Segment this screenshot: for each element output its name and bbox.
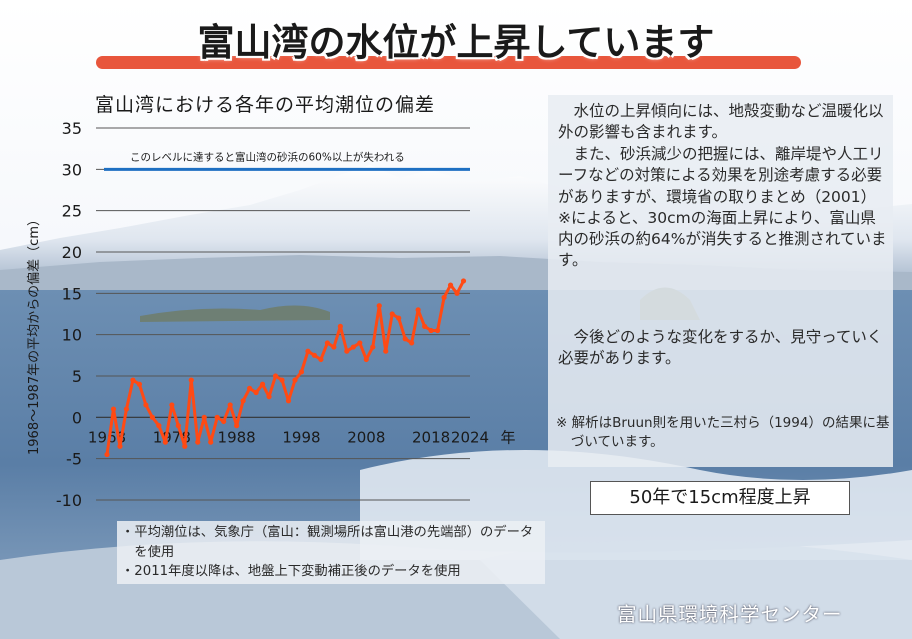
explanation-panel [548, 95, 893, 467]
data-point [221, 418, 227, 425]
data-point [143, 402, 149, 408]
data-point [253, 389, 259, 396]
title-underline-bar [96, 56, 801, 69]
data-point [227, 402, 233, 408]
data-point [188, 377, 194, 383]
x-tick-label: 2018 [412, 428, 450, 446]
data-point [363, 356, 369, 363]
data-point [259, 381, 266, 387]
chart-grid [96, 127, 470, 501]
y-tick-label: 25 [62, 202, 82, 221]
data-point [240, 398, 246, 404]
data-point [298, 369, 305, 375]
data-point [447, 282, 454, 288]
data-point [117, 443, 123, 449]
data-point [208, 439, 214, 445]
data-point [311, 352, 318, 358]
y-axis-label: 1968～1987年の平均からの偏差（cm） [27, 213, 42, 455]
data-point [130, 377, 136, 383]
x-axis-unit-label: 年 [500, 428, 515, 446]
y-tick-label: 30 [62, 160, 82, 179]
data-point [136, 381, 143, 387]
explanation-para-1: 水位の上昇傾向には、地殻変動など温暖化以外の影響も含まれます。 [558, 102, 884, 142]
analysis-note: ※ 解析はBruun則を用いた三村ら（1994）の結果に基づいています。 [556, 415, 890, 450]
credit-label: 富山県環境科学センター [617, 603, 843, 626]
summary-badge: 50年で15cm程度上昇 [590, 481, 850, 515]
footnote-2: ・2011年度以降は、地盤上下変動補正後のデータを使用 [121, 564, 461, 579]
data-point [389, 311, 395, 317]
data-point [292, 377, 298, 383]
explanation-para-3: 今後どのような変化をするか、見守っていく必要があります。 [558, 328, 883, 368]
y-tick-label: 0 [72, 408, 82, 427]
x-axis-ticks: 1968 1978 1988 1998 2008 2018 2024 年 [88, 428, 516, 446]
data-point [318, 356, 324, 363]
data-point [350, 344, 356, 350]
y-tick-label: 10 [62, 326, 82, 345]
data-point [285, 398, 292, 404]
y-tick-label: -5 [66, 450, 82, 469]
data-point [331, 344, 337, 350]
data-point [454, 290, 460, 296]
data-point [247, 385, 253, 391]
data-point [104, 451, 110, 458]
data-point [376, 303, 382, 309]
x-tick-label: 1998 [282, 428, 320, 446]
data-point [402, 336, 408, 342]
header: 富山湾の水位が上昇しています [0, 0, 912, 84]
data-point [337, 323, 343, 329]
y-tick-label: 15 [62, 284, 82, 303]
y-tick-label: 20 [62, 243, 82, 262]
data-point [344, 348, 350, 354]
data-point [460, 278, 467, 284]
data-point [324, 340, 330, 346]
y-axis-ticks: -10 -5 0 5 10 15 20 25 30 35 [56, 119, 82, 510]
data-point [434, 327, 441, 334]
data-point [110, 406, 117, 412]
data-point [305, 348, 311, 354]
x-tick-label: 2024 [451, 428, 489, 446]
y-tick-label: 5 [72, 367, 82, 386]
data-point [182, 443, 188, 449]
threshold-line-group: このレベルに達すると富山湾の砂浜の60%以上が失われる [104, 150, 470, 171]
data-point [234, 423, 240, 429]
data-point [441, 294, 447, 301]
explanation-para-2: また、砂浜減少の把握には、離岸堤や人工リーフなどの対策による効果を別途考慮する必… [558, 145, 887, 270]
data-point [422, 323, 428, 329]
series-line [105, 280, 465, 455]
chart-title: 富山湾における各年の平均潮位の偏差 [95, 94, 436, 116]
data-point [169, 402, 175, 408]
data-point [123, 406, 130, 412]
x-tick-label: 2008 [347, 428, 385, 446]
y-tick-label: -10 [56, 491, 82, 510]
data-point [279, 377, 285, 383]
data-point [396, 315, 402, 321]
footnote-1: ・平均潮位は、気象庁（富山：観測場所は富山港の先端部）のデータを使用 [121, 525, 534, 560]
data-point [214, 414, 220, 420]
chart-footnotes: ・平均潮位は、気象庁（富山：観測場所は富山港の先端部）のデータを使用 ・2011… [117, 521, 545, 584]
data-point [175, 423, 181, 429]
data-point [272, 373, 279, 379]
data-point [409, 340, 415, 346]
x-tick-label: 1988 [218, 428, 256, 446]
series-layer [104, 278, 467, 458]
data-point [195, 439, 201, 445]
data-point [266, 394, 272, 400]
data-point [415, 307, 421, 313]
data-point [149, 414, 155, 420]
data-point [357, 340, 363, 346]
page-title: 富山湾の水位が上昇しています [197, 21, 715, 64]
data-point [162, 439, 168, 445]
data-point [428, 327, 434, 334]
data-point [156, 423, 162, 429]
data-point [370, 344, 376, 350]
data-point [383, 348, 389, 354]
y-tick-label: 35 [62, 119, 82, 138]
threshold-label: このレベルに達すると富山湾の砂浜の60%以上が失われる [130, 150, 405, 163]
data-point [201, 414, 207, 420]
